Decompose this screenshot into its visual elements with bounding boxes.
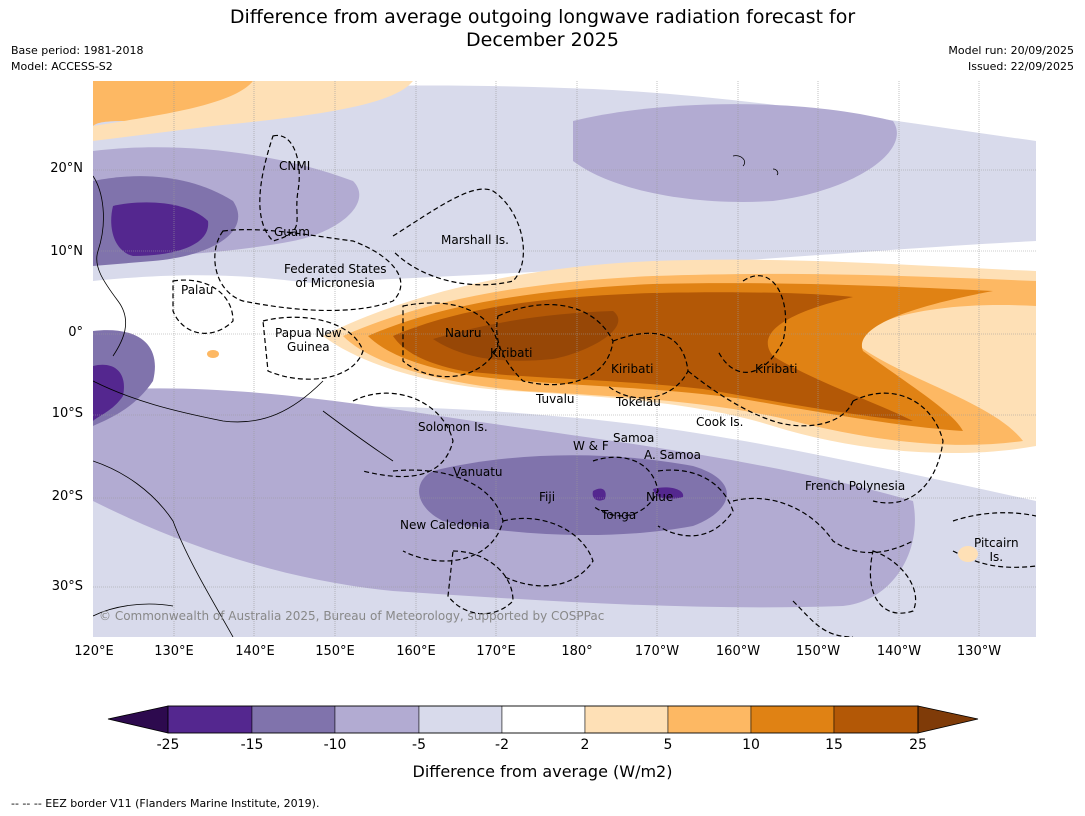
colorbar-bin-m5-m2 [418,705,503,734]
colorbar-bin-m25-m15 [167,705,253,734]
meta-right: Model run: 20/09/2025 Issued: 22/09/2025 [948,43,1074,75]
lat-label-20s: 20°S [51,489,83,504]
label-tonga: Tonga [601,508,637,522]
label-tuvalu: Tuvalu [536,392,575,406]
colorbar-bin-m15-m10 [251,705,336,734]
lon-label-150e: 150°E [315,644,355,659]
label-cook: Cook Is. [696,415,744,429]
footer-note: -- -- -- EEZ border V11 (Flanders Marine… [11,797,320,810]
label-png-line1: Papua New [275,326,342,340]
label-pitcairn-line2: Is. [989,550,1004,564]
colorbar-bin-m10-m5 [334,705,420,734]
island-mark [207,350,219,358]
lat-label-0: 0° [68,325,83,340]
label-asamoa: A. Samoa [644,448,701,462]
shade-m25-south-2 [653,487,684,499]
map-panel: CNMI Guam Marshall Is. Federated States … [93,81,1036,637]
copyright-note: © Commonwealth of Australia 2025, Bureau… [99,609,605,623]
island-mark-pitcairn [958,546,978,562]
colorbar-bin-p5-p10 [667,705,752,734]
colorbar-tick-p2: 2 [580,737,590,753]
graticule [93,81,1036,637]
lon-label-150w: 150°W [795,644,841,659]
label-png: Papua New Guinea [275,326,342,354]
colorbar-title: Difference from average (W/m2) [412,762,673,781]
label-niue: Niue [646,490,674,504]
title-line-2: December 2025 [466,29,619,51]
lon-label-170e: 170°E [476,644,516,659]
meta-left: Base period: 1981-2018 Model: ACCESS-S2 [11,43,143,75]
eez-borders [172,134,1036,637]
colorbar-tick-p10: 10 [742,737,760,753]
shade-m25-south [592,488,606,501]
label-samoa: Samoa [613,431,655,445]
title-line-1: Difference from average outgoing longwav… [229,6,856,28]
colorbar-bin-p15-p25 [833,705,919,734]
colorbar-tick-m15: -15 [240,737,264,753]
colorbar-bin-p2-p5 [584,705,669,734]
lon-label-180: 180° [561,644,593,659]
label-solomon: Solomon Is. [418,420,488,434]
coastlines [93,155,779,637]
lat-label-10n: 10°N [50,244,83,259]
lon-label-130w: 130°W [956,644,1002,659]
issued-date: Issued: 22/09/2025 [967,60,1074,73]
label-png-line2: Guinea [287,340,330,354]
anomaly-map [93,81,1036,637]
lon-label-120e: 120°E [74,644,114,659]
label-wf: W & F [573,439,609,453]
label-palau: Palau [181,283,214,297]
colorbar-tick-m2: -2 [495,737,509,753]
colorbar-bin-m2-p2 [501,705,586,734]
shade-p5-topleft [93,81,253,126]
label-new-caledonia: New Caledonia [400,518,490,532]
label-nauru: Nauru [445,326,482,340]
lon-label-130e: 130°E [154,644,194,659]
shade-p2-topleft [93,81,413,141]
label-fsm-line1: Federated States [284,262,387,276]
label-tokelau: Tokelau [616,395,661,409]
label-fsm: Federated States of Micronesia [284,262,386,290]
colorbar-tick-m10: -10 [323,737,347,753]
lat-label-20n: 20°N [50,161,83,176]
shade-m25-north [111,202,209,256]
colorbar-tick-p5: 5 [663,737,673,753]
label-french-polynesia: French Polynesia [805,479,906,493]
label-vanuatu: Vanuatu [453,465,503,479]
colorbar [107,705,979,734]
label-pitcairn: Pitcairn Is. [974,536,1019,564]
shade-p25-core [433,311,619,361]
label-guam: Guam [274,225,310,239]
lon-label-170w: 170°W [634,644,680,659]
colorbar-extend-low [107,705,169,734]
model-run: Model run: 20/09/2025 [948,44,1074,57]
chart-title: Difference from average outgoing longwav… [0,6,1085,52]
lon-label-140e: 140°E [235,644,275,659]
shade-m25-west [93,364,124,421]
base-period: Base period: 1981-2018 [11,44,144,57]
colorbar-tick-p25: 25 [909,737,927,753]
label-fsm-line2: of Micronesia [295,276,376,290]
label-pitcairn-line1: Pitcairn [974,536,1019,550]
colorbar-tick-m25: -25 [156,737,180,753]
colorbar-extend-high [917,705,979,734]
shade-m10-north-east [573,104,897,202]
lon-label-140w: 140°W [876,644,922,659]
colorbar-tick-p15: 15 [825,737,843,753]
lat-label-30s: 30°S [51,579,83,594]
label-fiji: Fiji [539,490,556,504]
lat-label-10s: 10°S [51,406,83,421]
label-kiribati-west: Kiribati [490,346,533,360]
lon-label-160e: 160°E [396,644,436,659]
label-marshall: Marshall Is. [441,233,509,247]
label-kiribati-central: Kiribati [611,362,654,376]
colorbar-tick-m5: -5 [412,737,426,753]
lon-label-160w: 160°W [715,644,761,659]
model-name: Model: ACCESS-S2 [11,60,113,73]
label-kiribati-east: Kiribati [755,362,798,376]
label-cnmi: CNMI [279,159,311,173]
colorbar-bin-p10-p15 [750,705,835,734]
